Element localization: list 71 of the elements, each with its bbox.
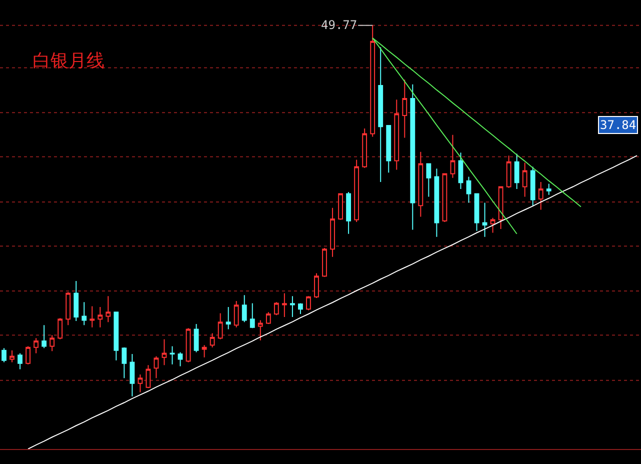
candlestick — [90, 306, 95, 328]
candlestick — [394, 99, 400, 170]
candlestick — [290, 296, 295, 318]
candlestick — [426, 163, 432, 198]
candlestick — [138, 374, 143, 393]
annotation: 49.77 — [321, 18, 358, 32]
candlestick — [146, 364, 151, 389]
candlestick — [282, 292, 287, 318]
candlestick — [130, 354, 135, 397]
candlestick — [514, 153, 520, 190]
candlestick — [538, 181, 544, 210]
candlestick — [482, 202, 488, 238]
candlestick — [298, 302, 303, 314]
candlestick — [242, 294, 247, 323]
candlestick — [490, 217, 496, 234]
candlestick — [306, 296, 311, 311]
candlestick — [42, 324, 47, 349]
candlestick — [258, 320, 263, 341]
candlestick — [114, 312, 119, 361]
candlestick — [2, 348, 6, 363]
candlestick — [18, 352, 22, 370]
candlestick — [370, 24, 376, 138]
candlestick — [98, 306, 103, 328]
candlestick — [386, 125, 392, 174]
candlestick — [474, 193, 480, 232]
candlestick — [322, 247, 327, 278]
candlestick — [106, 296, 111, 323]
candlestick — [418, 151, 424, 218]
candlestick — [410, 84, 416, 230]
candlestick — [362, 128, 368, 168]
candlestick — [234, 300, 239, 328]
candlestick — [330, 207, 335, 258]
candlestick — [154, 356, 159, 379]
candlestick — [162, 338, 167, 366]
candlestick — [66, 292, 71, 326]
candlestick — [274, 302, 279, 316]
candlestick — [346, 191, 352, 234]
candlestick — [506, 155, 512, 188]
candlestick — [202, 344, 207, 358]
candlestick — [522, 162, 528, 198]
candlestick — [210, 332, 215, 348]
candlestick — [170, 346, 175, 365]
candlestick — [338, 193, 343, 220]
candlestick — [58, 318, 63, 340]
candlestick — [26, 346, 31, 365]
candlestick — [354, 159, 360, 222]
candlestick — [266, 312, 271, 324]
candlestick — [10, 350, 14, 363]
candlestick — [74, 280, 79, 322]
candlestick — [442, 173, 448, 222]
candlestick — [194, 324, 199, 353]
candlestick — [378, 46, 384, 182]
candlestick — [434, 168, 440, 238]
candlestick — [458, 152, 464, 190]
candlestick — [178, 352, 183, 367]
candlestick — [314, 272, 319, 299]
candlestick — [186, 328, 191, 363]
candlestick — [50, 334, 55, 352]
text: 白银月线 — [32, 50, 105, 72]
candlestick — [466, 176, 472, 204]
candlestick — [546, 183, 552, 196]
candlestick — [34, 338, 39, 354]
candlestick — [402, 79, 408, 138]
candlestick — [82, 302, 87, 326]
candlestick — [226, 306, 231, 330]
candlestick — [122, 346, 127, 379]
candlestick — [218, 312, 223, 340]
annotation: 37.84 — [600, 118, 636, 132]
candlestick — [250, 302, 255, 329]
candlestick — [530, 166, 536, 206]
candlestick — [450, 134, 456, 178]
